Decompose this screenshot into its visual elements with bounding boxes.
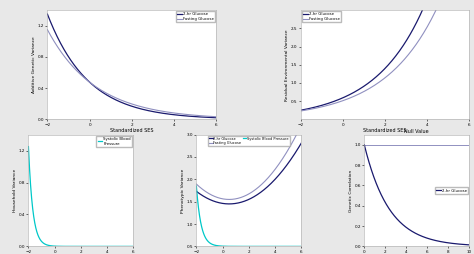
2-hr Glucose <box>420 7 426 10</box>
Line: 2-hr Glucose: 2-hr Glucose <box>301 0 469 110</box>
Fasting Glucose <box>404 55 410 58</box>
Legend: 2-hr Glucose, Fasting Glucose: 2-hr Glucose, Fasting Glucose <box>176 11 215 22</box>
Line: 2-hr Glucose: 2-hr Glucose <box>47 14 216 118</box>
Fasting Glucose <box>206 192 212 195</box>
Legend: 2-hr Glucose, Fasting Glucose, Systolic Blood Pressure: 2-hr Glucose, Fasting Glucose, Systolic … <box>208 136 290 146</box>
Fasting Glucose <box>353 94 358 97</box>
Systolic Blood
Pressure <box>102 245 108 248</box>
Line: 2-hr Glucose: 2-hr Glucose <box>196 143 301 204</box>
2-hr Glucose <box>404 39 410 42</box>
2-hr Glucose <box>299 141 304 145</box>
Legend: 2-hr Glucose: 2-hr Glucose <box>435 187 468 194</box>
2-hr Glucose <box>362 143 367 146</box>
2-hr Glucose <box>213 116 219 119</box>
2-hr Glucose <box>270 180 276 183</box>
Y-axis label: Residual Environmental Variance: Residual Environmental Variance <box>285 29 290 101</box>
2-hr Glucose <box>365 82 370 85</box>
Title: Null Value: Null Value <box>404 129 429 134</box>
Systolic Blood Pressure <box>260 245 265 248</box>
2-hr Glucose <box>298 109 303 112</box>
Systolic Blood Pressure <box>228 245 233 248</box>
2-hr Glucose <box>167 113 173 116</box>
2-hr Glucose <box>438 240 444 243</box>
2-hr Glucose <box>428 238 433 241</box>
Y-axis label: Additive Genetic Variance: Additive Genetic Variance <box>32 36 36 93</box>
Fasting Glucose <box>270 171 275 174</box>
2-hr Glucose <box>206 198 212 201</box>
2-hr Glucose <box>111 98 117 101</box>
Fasting Glucose <box>111 96 117 99</box>
Systolic Blood
Pressure <box>67 245 73 248</box>
2-hr Glucose <box>236 201 241 204</box>
Fasting Glucose <box>318 106 324 109</box>
Systolic Blood
Pressure <box>38 239 44 242</box>
2-hr Glucose <box>353 90 358 93</box>
Systolic Blood Pressure <box>206 241 212 244</box>
Fasting Glucose <box>45 28 50 31</box>
Systolic Blood Pressure <box>269 245 275 248</box>
Fasting Glucose <box>213 115 219 118</box>
Line: 2-hr Glucose: 2-hr Glucose <box>365 145 469 245</box>
2-hr Glucose <box>374 184 380 187</box>
Systolic Blood
Pressure <box>60 245 65 248</box>
Systolic Blood
Pressure <box>26 145 31 148</box>
2-hr Glucose <box>437 240 443 243</box>
Legend: Systolic Blood
Pressure: Systolic Blood Pressure <box>96 136 132 147</box>
Y-axis label: Phenotypic Variance: Phenotypic Variance <box>181 168 185 213</box>
Fasting Glucose <box>100 89 105 92</box>
Systolic Blood Pressure <box>299 245 304 248</box>
Fasting Glucose <box>236 197 241 200</box>
Fasting Glucose <box>167 111 173 114</box>
Fasting Glucose <box>419 34 425 37</box>
Fasting Glucose <box>270 171 276 174</box>
2-hr Glucose <box>151 110 156 113</box>
Fasting Glucose <box>299 123 304 126</box>
2-hr Glucose <box>419 9 425 12</box>
Fasting Glucose <box>227 198 232 201</box>
Line: Fasting Glucose: Fasting Glucose <box>47 30 216 117</box>
Systolic Blood Pressure <box>270 245 275 248</box>
Fasting Glucose <box>228 198 234 201</box>
Fasting Glucose <box>65 59 71 62</box>
2-hr Glucose <box>228 202 234 205</box>
2-hr Glucose <box>403 226 409 229</box>
Line: Fasting Glucose: Fasting Glucose <box>196 125 301 199</box>
2-hr Glucose <box>100 91 105 94</box>
Legend: 2-hr Glucose, Fasting Glucose: 2-hr Glucose, Fasting Glucose <box>301 11 341 22</box>
2-hr Glucose <box>260 189 265 192</box>
Y-axis label: Genetic Correlation: Genetic Correlation <box>349 169 353 212</box>
2-hr Glucose <box>396 219 401 222</box>
Fasting Glucose <box>193 183 199 186</box>
2-hr Glucose <box>65 54 71 57</box>
Y-axis label: Household Variance: Household Variance <box>13 169 18 212</box>
Systolic Blood Pressure <box>235 245 241 248</box>
Fasting Glucose <box>151 108 156 111</box>
Fasting Glucose <box>166 111 172 114</box>
2-hr Glucose <box>270 181 275 184</box>
2-hr Glucose <box>466 243 472 246</box>
Fasting Glucose <box>365 88 370 91</box>
2-hr Glucose <box>193 190 199 193</box>
Line: Fasting Glucose: Fasting Glucose <box>301 0 469 111</box>
Systolic Blood
Pressure <box>101 245 107 248</box>
Fasting Glucose <box>260 182 265 185</box>
Fasting Glucose <box>420 32 426 35</box>
2-hr Glucose <box>166 113 172 116</box>
Line: Systolic Blood
Pressure: Systolic Blood Pressure <box>28 147 133 246</box>
2-hr Glucose <box>227 202 232 205</box>
2-hr Glucose <box>318 104 324 107</box>
2-hr Glucose <box>45 12 50 15</box>
Systolic Blood
Pressure <box>91 245 97 248</box>
Fasting Glucose <box>298 109 303 113</box>
Systolic Blood Pressure <box>193 184 199 187</box>
X-axis label: Standardized SES: Standardized SES <box>363 128 407 133</box>
X-axis label: Standardized SES: Standardized SES <box>110 128 154 133</box>
Line: Systolic Blood Pressure: Systolic Blood Pressure <box>196 186 301 246</box>
Systolic Blood
Pressure <box>130 245 136 248</box>
